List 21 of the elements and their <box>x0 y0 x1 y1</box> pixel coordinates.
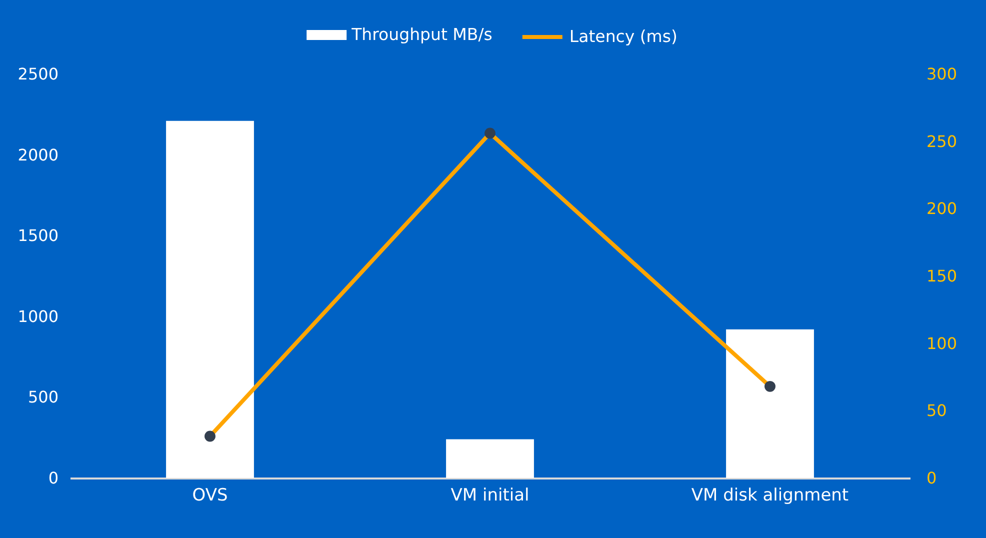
bar <box>726 329 814 478</box>
legend-label: Throughput MB/s <box>350 25 492 44</box>
y2-tick-label: 100 <box>926 334 958 353</box>
y2-tick-label: 0 <box>926 468 937 488</box>
x-tick-label: VM initial <box>450 486 530 506</box>
y2-tick-label: 200 <box>926 199 958 218</box>
x-tick-label: OVS <box>192 486 228 506</box>
y-tick-label: 2500 <box>18 64 58 84</box>
y2-tick-label: 300 <box>926 64 958 84</box>
y2-tick-label: 50 <box>926 401 947 420</box>
y2-tick-label: 250 <box>926 132 958 151</box>
y-tick-label: 500 <box>28 388 58 407</box>
bar <box>166 120 254 478</box>
legend-label: Latency (ms) <box>569 27 678 46</box>
y-tick-label: 2000 <box>18 145 58 164</box>
y-tick-label: 0 <box>48 468 58 488</box>
y-tick-label: 1000 <box>18 306 58 326</box>
x-tick-label: VM disk alignment <box>691 486 849 506</box>
y2-tick-label: 150 <box>926 266 958 286</box>
y-tick-label: 1500 <box>18 226 58 246</box>
bar <box>446 439 534 478</box>
